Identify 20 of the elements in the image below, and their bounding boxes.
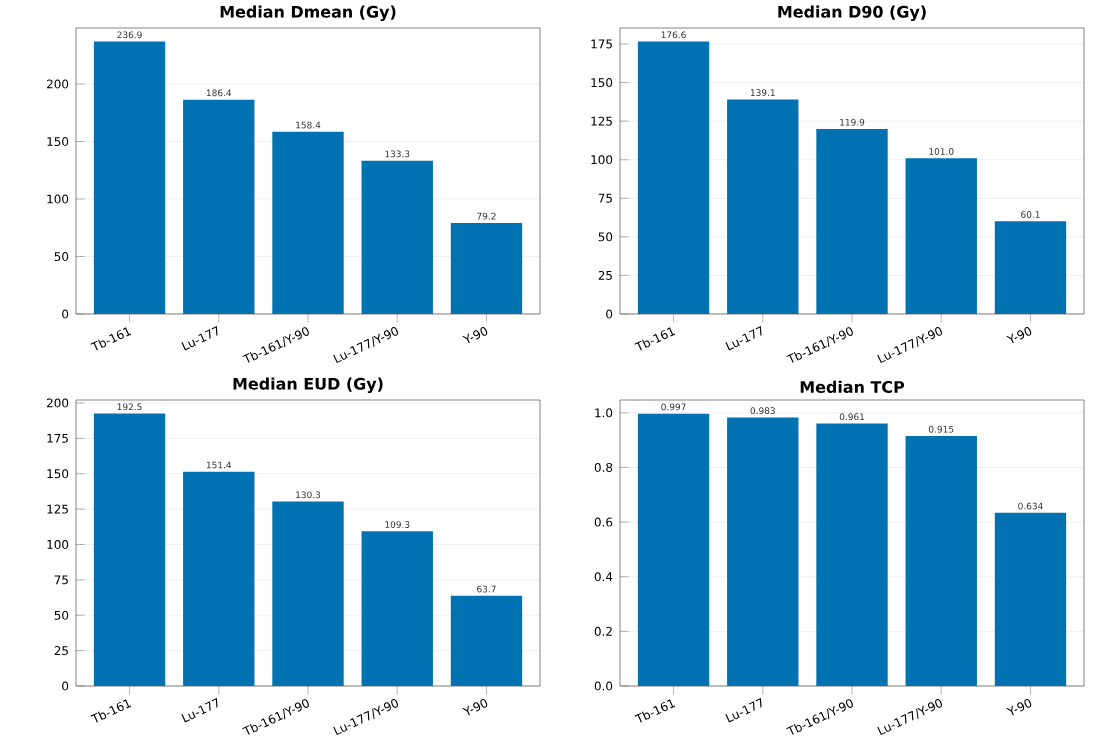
bar <box>450 595 523 686</box>
bar <box>361 160 433 314</box>
bar <box>727 99 799 314</box>
bar <box>93 413 166 686</box>
bar <box>361 531 433 686</box>
bar <box>905 158 977 314</box>
bar <box>183 471 255 686</box>
bar <box>994 512 1067 686</box>
bar <box>272 501 344 686</box>
bar <box>727 417 799 686</box>
bar <box>637 41 710 314</box>
bar <box>450 222 523 314</box>
bar <box>994 221 1067 314</box>
bar <box>183 99 255 314</box>
bar <box>637 413 710 686</box>
bar <box>816 423 888 686</box>
bar <box>272 131 344 314</box>
bar <box>93 41 166 314</box>
bar <box>816 129 888 314</box>
bar <box>905 436 977 686</box>
